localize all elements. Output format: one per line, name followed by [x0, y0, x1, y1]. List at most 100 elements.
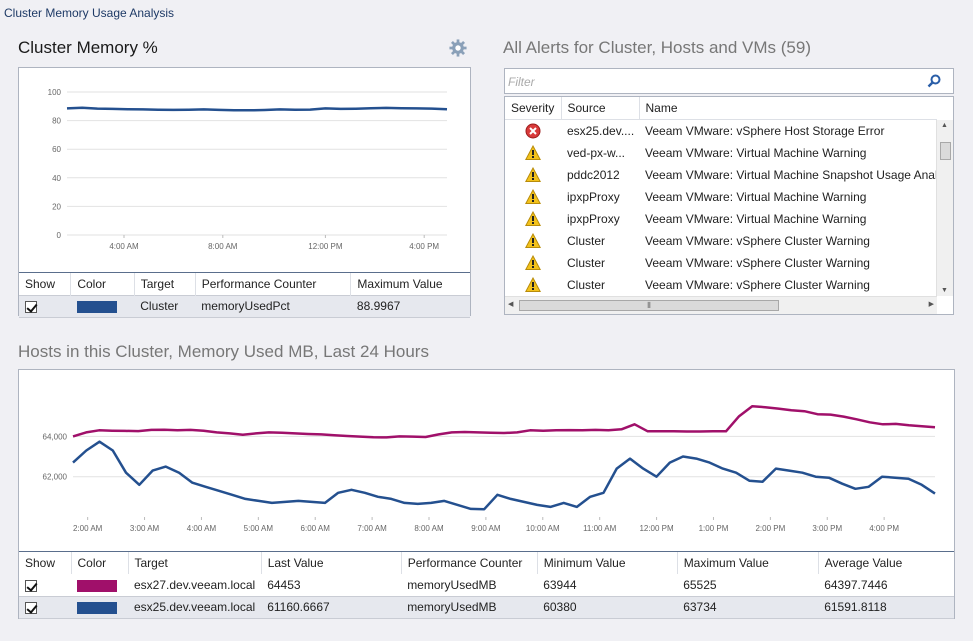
column-header-min-value[interactable]: Minimum Value: [537, 552, 678, 574]
vertical-scrollbar[interactable]: ▲ ▼: [936, 120, 953, 296]
source-cell: Cluster: [567, 234, 606, 248]
scroll-right-icon[interactable]: ▶: [928, 301, 934, 308]
warning-icon: [525, 145, 541, 160]
list-item[interactable]: pddc2012 Veeam VMware: Virtual Machine Sn…: [505, 164, 937, 186]
column-header-show[interactable]: Show: [19, 273, 72, 295]
cluster-memory-panel: 0 20 40 60 80 100 4:00 AM 8:00 AM 12:00 PM 4:00 P…: [18, 67, 471, 318]
hosts-legend-table: Show Color Target Last Value Performance…: [19, 552, 954, 619]
column-header-max[interactable]: Maximum Value: [357, 276, 443, 291]
column-header-color[interactable]: Color: [71, 552, 129, 574]
x-tick-label: 12:00 PM: [308, 242, 343, 251]
column-header-name[interactable]: Name: [639, 97, 937, 120]
column-header-counter[interactable]: Performance Counter: [195, 273, 352, 295]
column-header-source[interactable]: Source: [561, 97, 640, 120]
column-header-max-value[interactable]: Maximum Value: [677, 552, 819, 574]
x-tick-label: 6:00 AM: [301, 524, 331, 533]
table-row[interactable]: esx27.dev.veeam.local 64453 memoryUsedMB 63…: [19, 574, 954, 596]
filter-input[interactable]: [508, 73, 918, 90]
scroll-left-icon[interactable]: ◀: [508, 301, 514, 308]
list-item[interactable]: ipxpProxy Veeam VMware: Virtual Machine W…: [505, 186, 937, 208]
alert-name-cell: Veeam VMware: Virtual Machine Warning: [645, 146, 867, 160]
scroll-thumb[interactable]: ⦀: [519, 300, 779, 311]
cluster-memory-chart: 0 20 40 60 80 100 4:00 AM 8:00 AM 12:00 PM 4:00 P…: [48, 88, 448, 251]
y-tick-label: 60: [52, 145, 61, 154]
y-tick-label: 62,000: [43, 473, 68, 482]
horizontal-scrollbar[interactable]: ◀ ⦀ ▶: [505, 296, 937, 314]
page-title: Cluster Memory Usage Analysis: [4, 6, 175, 20]
cluster-memory-title: Cluster Memory %: [18, 38, 158, 57]
scroll-up-icon[interactable]: ▲: [941, 122, 948, 129]
severity-cell: [505, 252, 561, 274]
last-value-cell: 64453: [267, 577, 301, 592]
warning-icon: [525, 211, 541, 226]
column-header-last-value[interactable]: Last Value: [261, 552, 402, 574]
x-tick-label: 2:00 PM: [755, 524, 785, 533]
alert-name-cell: Veeam VMware: Virtual Machine Warning: [645, 212, 867, 226]
alert-name-cell: Veeam VMware: Virtual Machine Snapshot U…: [645, 168, 937, 182]
table-row[interactable]: esx25.dev.veeam.local 61160.6667 memoryUse…: [19, 595, 954, 619]
alerts-panel: Severity Source Name esx25.dev.... Veeam …: [504, 96, 954, 315]
color-swatch: [76, 300, 117, 313]
alert-name-cell: Veeam VMware: Virtual Machine Warning: [645, 190, 867, 204]
x-tick-label: 4:00 AM: [187, 524, 217, 533]
target-cell: esx25.dev.veeam.local: [128, 595, 262, 619]
list-item[interactable]: Cluster Veeam VMware: vSphere Cluster War…: [505, 252, 937, 274]
warning-icon: [525, 167, 541, 182]
severity-cell: [505, 120, 561, 142]
x-tick-label: 2:00 AM: [73, 524, 103, 533]
column-header-counter[interactable]: Performance Counter: [401, 552, 538, 574]
list-item[interactable]: esx25.dev.... Veeam VMware: vSphere Host …: [505, 120, 937, 142]
list-item[interactable]: ipxpProxy Veeam VMware: Virtual Machine W…: [505, 208, 937, 230]
list-item[interactable]: ved-px-w... Veeam VMware: Virtual Machine…: [505, 142, 937, 164]
source-cell: esx25.dev....: [567, 124, 635, 138]
counter-cell: memoryUsedPct: [195, 294, 351, 318]
warning-icon: [525, 277, 541, 292]
hosts-title: Hosts in this Cluster, Memory Used MB, L…: [18, 342, 429, 361]
warning-icon: [525, 233, 541, 248]
target-cell: Cluster: [134, 294, 196, 318]
min-value-cell: 60380: [537, 595, 678, 619]
alert-name-cell: Veeam VMware: vSphere Cluster Warning: [645, 234, 870, 248]
scroll-thumb[interactable]: [940, 142, 951, 160]
list-item[interactable]: Cluster Veeam VMware: vSphere Cluster War…: [505, 274, 937, 296]
min-value-cell: 63944: [543, 577, 577, 592]
column-header-avg-value[interactable]: Average Value: [824, 556, 903, 570]
x-tick-label: 11:00 AM: [583, 524, 617, 533]
y-tick-label: 0: [57, 231, 62, 240]
y-tick-label: 64,000: [43, 432, 68, 441]
x-tick-label: 8:00 AM: [414, 524, 444, 533]
alerts-title: All Alerts for Cluster, Hosts and VMs (5…: [503, 38, 811, 57]
y-tick-label: 20: [52, 202, 61, 211]
column-header-color[interactable]: Color: [70, 273, 135, 295]
warning-icon: [525, 189, 541, 204]
y-tick-label: 80: [52, 117, 61, 126]
x-tick-label: 3:00 PM: [812, 524, 842, 533]
x-tick-label: 9:00 AM: [471, 524, 501, 533]
column-header-target[interactable]: Target: [134, 273, 196, 295]
max-cell: 88.9967: [350, 294, 470, 318]
x-tick-label: 4:00 PM: [869, 524, 899, 533]
warning-icon: [525, 255, 541, 270]
source-cell: ipxpProxy: [567, 212, 620, 226]
column-header-target[interactable]: Target: [128, 552, 262, 574]
show-checkbox[interactable]: [25, 579, 37, 592]
x-tick-label: 5:00 AM: [244, 524, 274, 533]
severity-cell: [505, 230, 561, 252]
source-cell: Cluster: [567, 256, 606, 270]
scroll-down-icon[interactable]: ▼: [941, 287, 948, 294]
column-header-severity[interactable]: Severity: [505, 97, 562, 120]
show-checkbox[interactable]: [25, 601, 37, 614]
search-icon[interactable]: [927, 74, 941, 88]
series-line: [72, 440, 936, 511]
color-swatch: [77, 579, 117, 592]
gear-icon[interactable]: [449, 39, 467, 57]
alerts-table: esx25.dev.... Veeam VMware: vSphere Host …: [505, 120, 937, 296]
list-item[interactable]: Cluster Veeam VMware: vSphere Cluster War…: [505, 230, 937, 252]
x-tick-label: 7:00 AM: [357, 524, 387, 533]
table-row[interactable]: Cluster memoryUsedPct 88.9967: [19, 294, 470, 318]
source-cell: pddc2012: [567, 168, 620, 182]
error-icon: [525, 123, 541, 139]
column-header-show[interactable]: Show: [19, 552, 72, 574]
max-value-cell: 63734: [677, 595, 819, 619]
show-checkbox[interactable]: [25, 300, 37, 313]
